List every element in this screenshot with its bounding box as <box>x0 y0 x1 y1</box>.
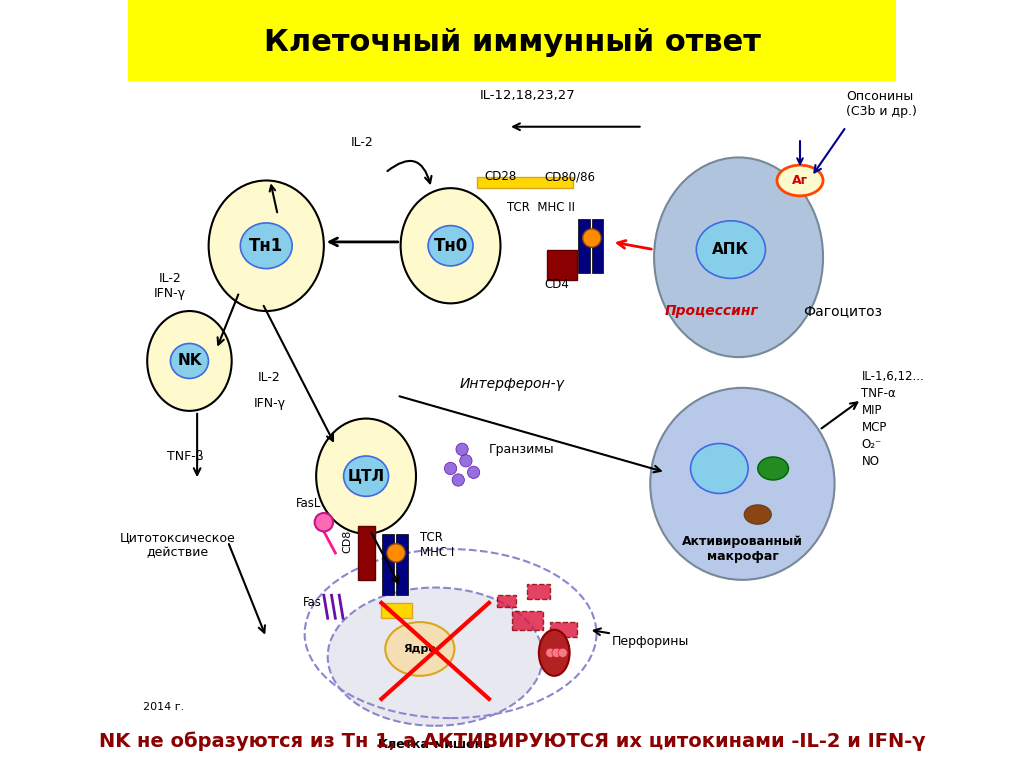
FancyBboxPatch shape <box>382 534 394 595</box>
Text: ЦТЛ: ЦТЛ <box>347 468 385 484</box>
Circle shape <box>558 648 567 657</box>
Circle shape <box>583 229 601 247</box>
FancyBboxPatch shape <box>358 526 376 580</box>
Text: Перфорины: Перфорины <box>612 635 689 647</box>
FancyBboxPatch shape <box>497 595 516 607</box>
Text: TCR  MHC II: TCR MHC II <box>507 201 575 214</box>
Text: Цитотоксическое
действие: Цитотоксическое действие <box>120 531 236 559</box>
Text: IL-12,18,23,27: IL-12,18,23,27 <box>479 90 575 102</box>
Text: Фагоцитоз: Фагоцитоз <box>803 304 882 318</box>
Ellipse shape <box>328 588 543 726</box>
FancyBboxPatch shape <box>477 177 573 188</box>
FancyBboxPatch shape <box>396 534 408 595</box>
Ellipse shape <box>316 419 416 534</box>
Circle shape <box>314 513 333 531</box>
Ellipse shape <box>758 457 788 480</box>
FancyBboxPatch shape <box>527 584 551 599</box>
Circle shape <box>546 648 555 657</box>
FancyBboxPatch shape <box>512 611 543 630</box>
Text: Аг: Аг <box>792 174 808 187</box>
Text: Активированный
макрофаг: Активированный макрофаг <box>682 535 803 563</box>
Text: 2014 г.: 2014 г. <box>143 701 184 712</box>
FancyBboxPatch shape <box>551 622 578 637</box>
Ellipse shape <box>428 226 473 266</box>
Circle shape <box>444 462 457 475</box>
Ellipse shape <box>654 157 823 357</box>
Circle shape <box>387 544 406 562</box>
Ellipse shape <box>385 622 455 676</box>
FancyBboxPatch shape <box>382 603 412 618</box>
Circle shape <box>552 648 561 657</box>
FancyBboxPatch shape <box>592 219 603 273</box>
Ellipse shape <box>650 388 835 580</box>
Ellipse shape <box>241 223 292 269</box>
Ellipse shape <box>170 343 209 379</box>
Ellipse shape <box>744 505 771 524</box>
Text: IL-2: IL-2 <box>351 136 374 148</box>
Text: CD4: CD4 <box>544 278 569 290</box>
Text: АПК: АПК <box>713 242 750 257</box>
Text: Тн1: Тн1 <box>249 237 284 255</box>
Ellipse shape <box>696 221 766 278</box>
Text: IFN-γ: IFN-γ <box>253 397 286 409</box>
Text: CD28: CD28 <box>484 170 516 183</box>
Text: Гранзимы: Гранзимы <box>489 443 555 455</box>
Ellipse shape <box>209 180 324 311</box>
Text: Интерферон-γ: Интерферон-γ <box>460 377 564 391</box>
FancyBboxPatch shape <box>547 250 578 280</box>
Ellipse shape <box>147 311 231 411</box>
Text: CD8: CD8 <box>342 530 352 553</box>
Ellipse shape <box>539 630 569 676</box>
Circle shape <box>456 443 468 455</box>
Circle shape <box>467 466 479 478</box>
Ellipse shape <box>400 188 501 303</box>
Text: NK не образуются из Тн 1, а АКТИВИРУЮТСЯ их цитокинами -IL-2 и IFN-γ: NK не образуются из Тн 1, а АКТИВИРУЮТСЯ… <box>98 731 926 751</box>
Text: TCR
MHC I: TCR MHC I <box>420 531 454 559</box>
Ellipse shape <box>344 456 388 496</box>
Text: TNF-β: TNF-β <box>167 451 204 463</box>
Text: Клеточный иммунный ответ: Клеточный иммунный ответ <box>263 28 761 57</box>
Text: IL-2
IFN-γ: IL-2 IFN-γ <box>155 272 186 300</box>
Text: Клетка-мишень: Клетка-мишень <box>378 739 493 751</box>
Text: NK: NK <box>177 353 202 369</box>
Text: FasL: FasL <box>296 497 322 509</box>
Text: Тн0: Тн0 <box>433 237 468 255</box>
Text: Ядро: Ядро <box>403 644 436 654</box>
Text: CD80/86: CD80/86 <box>544 170 595 183</box>
Text: IL-1,6,12...
TNF-α
MIP
MCP
O₂⁻
NO: IL-1,6,12... TNF-α MIP MCP O₂⁻ NO <box>861 369 925 468</box>
Ellipse shape <box>777 165 823 196</box>
Circle shape <box>453 474 465 486</box>
FancyBboxPatch shape <box>128 0 896 81</box>
Ellipse shape <box>690 444 749 494</box>
FancyBboxPatch shape <box>578 219 590 273</box>
Text: Опсонины
(С3b и др.): Опсонины (С3b и др.) <box>846 90 916 118</box>
Text: Fas: Fas <box>303 597 322 609</box>
Text: Процессинг: Процессинг <box>665 304 759 318</box>
Text: IL-2: IL-2 <box>257 372 281 384</box>
Circle shape <box>460 455 472 467</box>
